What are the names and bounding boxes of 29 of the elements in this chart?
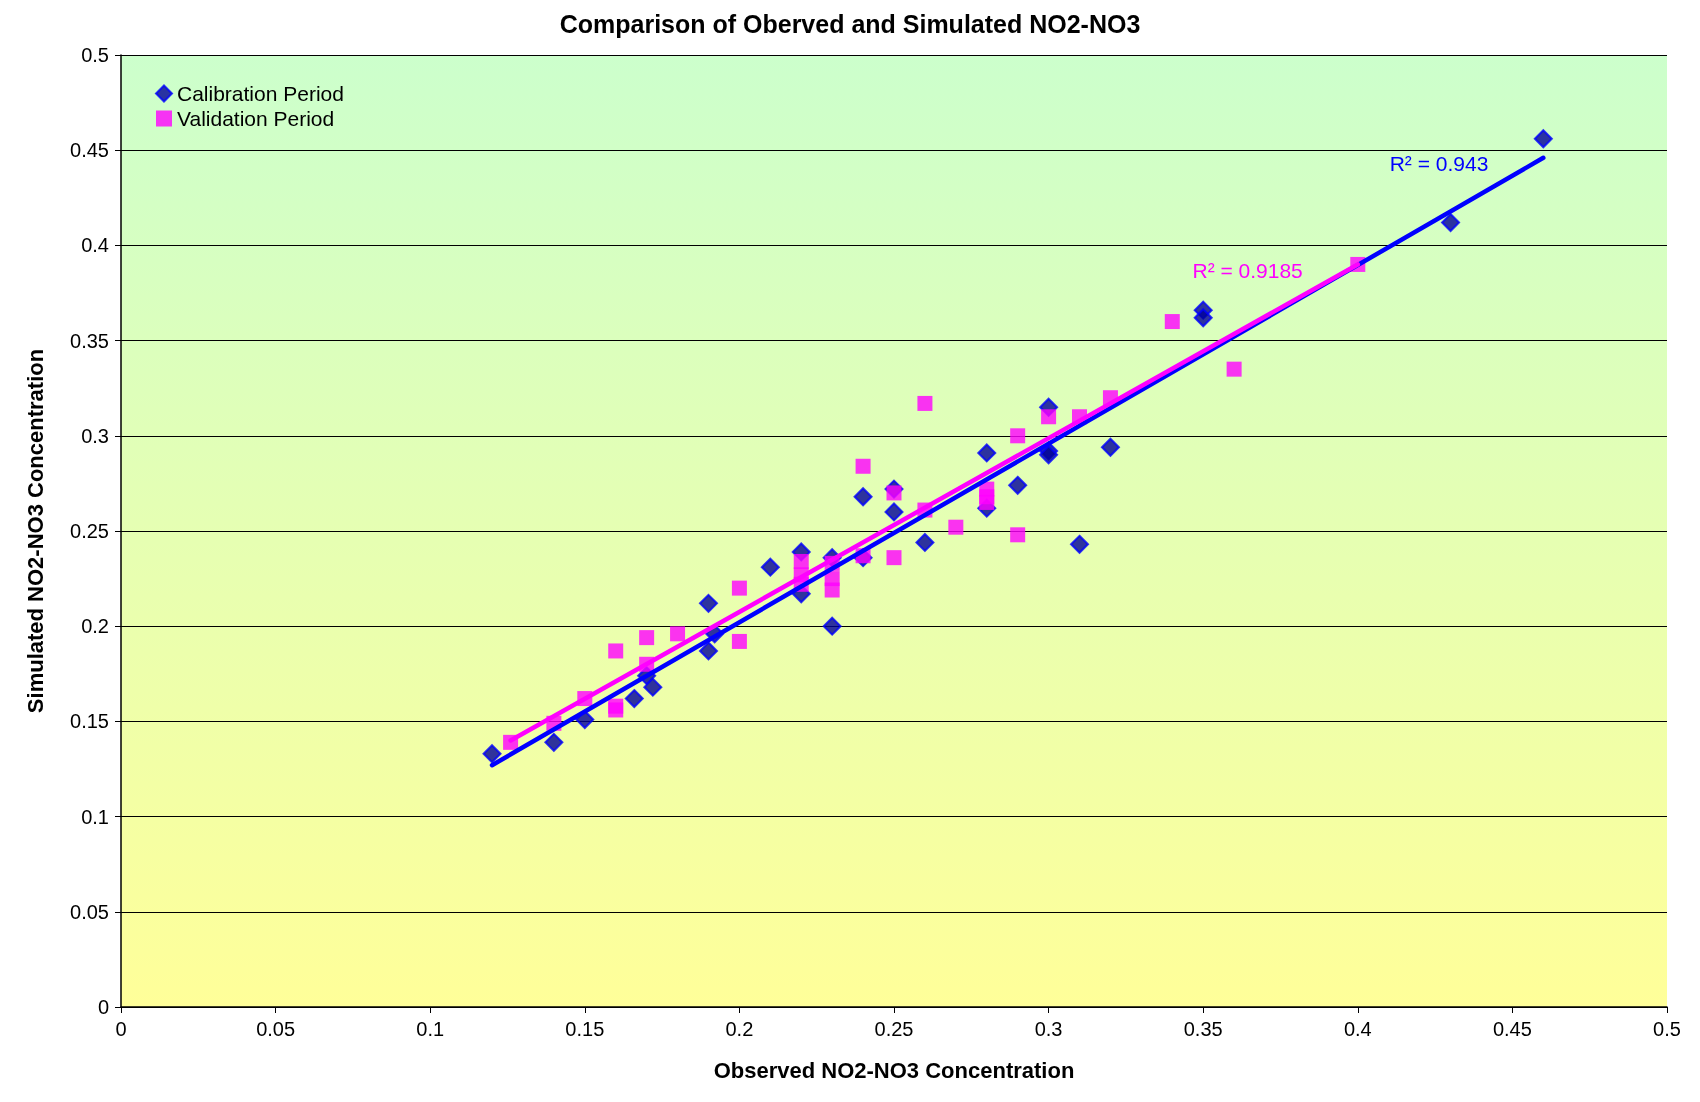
annotation: R² = 0.9185 [1192,258,1303,282]
x-tick-label: 0.05 [256,1018,296,1040]
x-tick-label: 0.1 [416,1018,445,1040]
x-tick-label: 0.25 [874,1018,914,1040]
x-tick-label: 0.45 [1492,1018,1532,1040]
y-tick-label: 0.4 [81,234,109,257]
x-tick-label: 0.3 [1034,1018,1063,1040]
x-tick-label: 0 [115,1018,127,1040]
y-tick-label: 0.5 [81,44,109,66]
y-tick-label: 0.3 [81,424,109,447]
x-tick-label: 0.15 [565,1018,605,1040]
chart-title: Comparison of Oberved and Simulated NO2-NO3 [559,9,1141,38]
legend-label: Calibration Period [177,82,344,105]
y-tick-label: 0 [97,996,109,1018]
y-tick-label: 0.25 [70,520,109,542]
x-axis-title: Observed NO2-NO3 Concentration [713,1057,1075,1083]
y-axis-title: Simulated NO2-NO3 Concentration [22,348,48,714]
x-tick-label: 0.5 [1653,1018,1681,1040]
x-tick-label: 0.4 [1343,1018,1372,1040]
legend-label: Validation Period [177,107,335,130]
y-tick-label: 0.45 [70,139,109,162]
y-tick-label: 0.05 [70,900,109,923]
y-tick-label: 0.35 [70,329,109,352]
y-tick-label: 0.2 [81,615,109,638]
x-tick-label: 0.35 [1183,1018,1223,1040]
y-tick-label: 0.1 [81,805,109,828]
y-tick-label: 0.15 [70,710,109,733]
annotation: R² = 0.943 [1389,152,1489,176]
x-tick-label: 0.2 [725,1018,754,1040]
